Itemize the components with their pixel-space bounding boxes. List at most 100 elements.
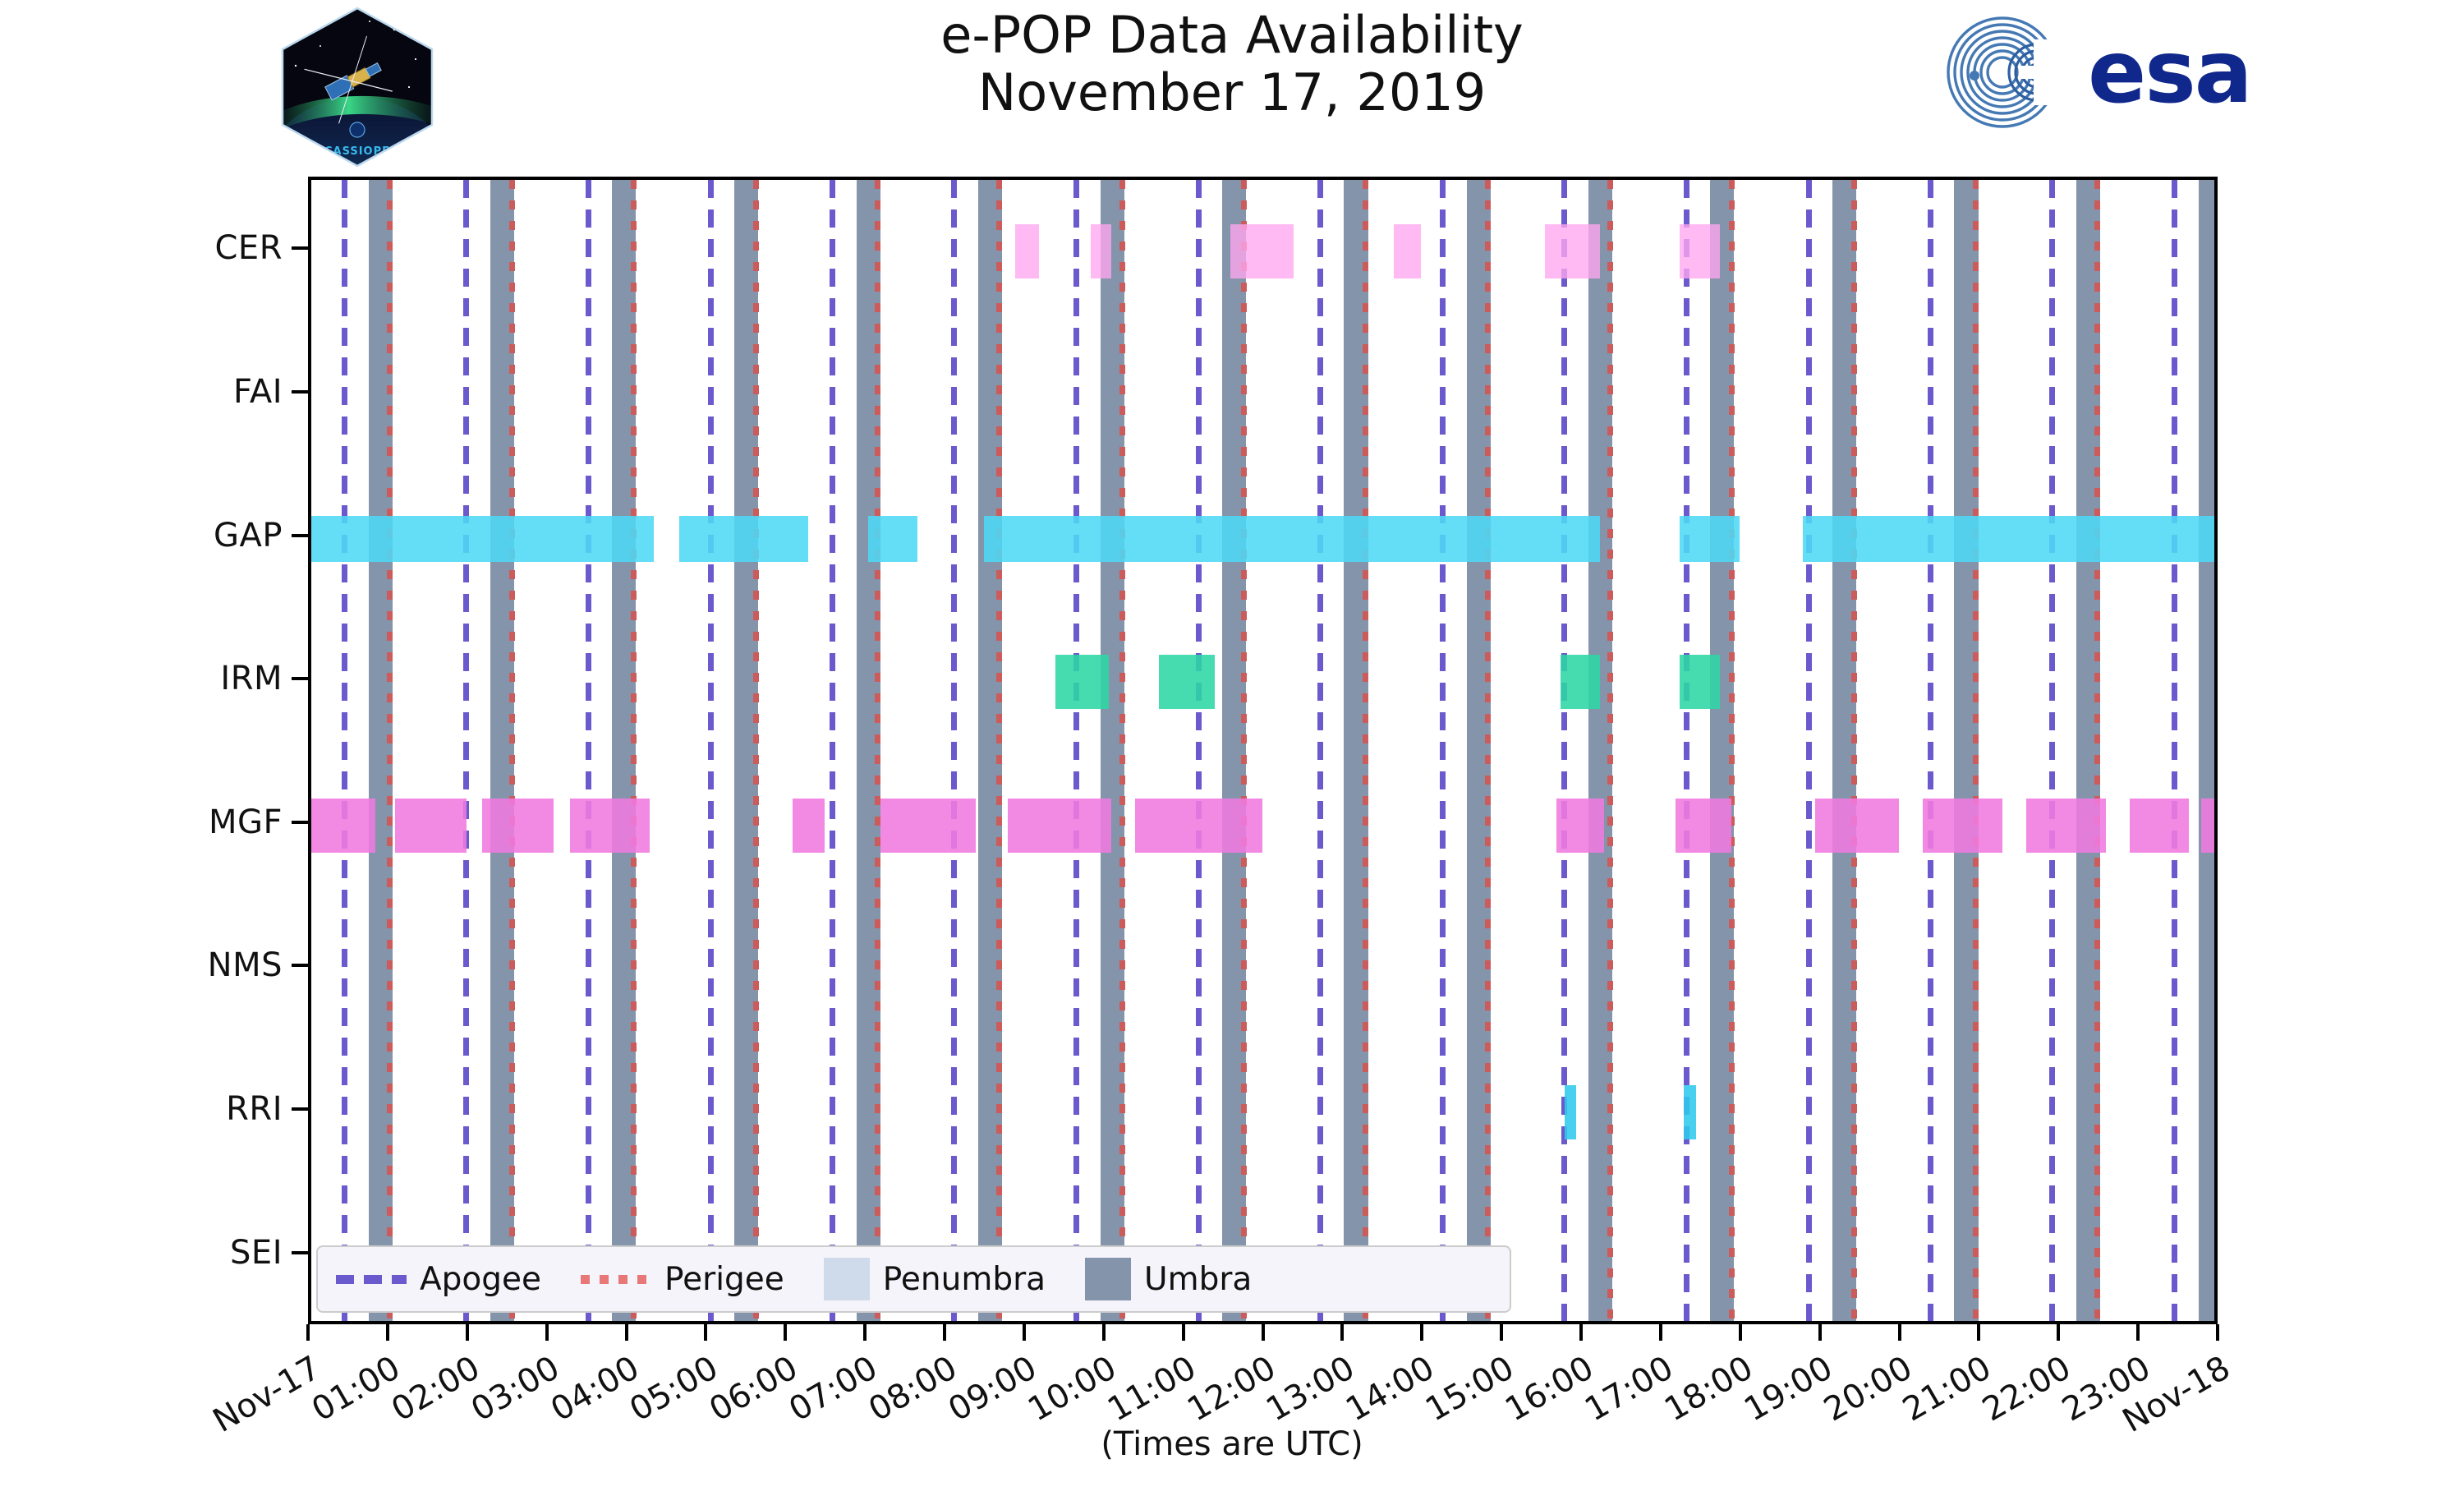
x-tick-mark xyxy=(1738,1324,1742,1341)
y-tick-label-irm: IRM xyxy=(220,660,283,698)
x-tick-mark xyxy=(2136,1324,2140,1341)
x-tick-mark xyxy=(1897,1324,1901,1341)
x-axis-caption: (Times are UTC) xyxy=(1101,1425,1363,1463)
title-line-1: e-POP Data Availability xyxy=(940,5,1524,65)
data-bar-cer xyxy=(1544,224,1601,279)
x-tick-mark xyxy=(2216,1324,2219,1341)
data-bar-gap xyxy=(1680,515,1740,562)
perigee-line xyxy=(1485,180,1492,1321)
data-bar-mgf xyxy=(311,798,375,853)
chart-plot-area xyxy=(308,177,2218,1324)
legend-swatch-umbra xyxy=(1085,1258,1132,1300)
apogee-line xyxy=(2049,180,2056,1321)
y-tick-label-rri: RRI xyxy=(226,1090,283,1129)
apogee-line xyxy=(1805,180,1812,1321)
data-bar-mgf xyxy=(2200,798,2214,853)
svg-text:CASSIOPE: CASSIOPE xyxy=(324,145,390,158)
svg-text:esa: esa xyxy=(2088,22,2251,122)
chart-legend: Apogee Perigee Penumbra Umbra xyxy=(316,1245,1511,1313)
perigee-line xyxy=(387,180,393,1321)
data-bar-mgf xyxy=(1134,798,1262,853)
x-tick-mark xyxy=(1022,1324,1026,1341)
y-tick-mark xyxy=(292,1107,308,1111)
apogee-line xyxy=(1317,180,1323,1321)
apogee-line xyxy=(585,180,591,1321)
esa-logo-icon: esa xyxy=(1938,15,2324,130)
apogee-line xyxy=(951,180,958,1321)
y-tick-mark xyxy=(292,389,308,394)
legend-label-penumbra: Penumbra xyxy=(882,1260,1046,1298)
x-tick-mark xyxy=(545,1324,549,1341)
x-tick-mark xyxy=(465,1324,469,1341)
perigee-line xyxy=(630,180,637,1321)
legend-item-umbra: Umbra xyxy=(1085,1258,1291,1300)
apogee-line xyxy=(1683,180,1689,1321)
legend-item-apogee: Apogee xyxy=(336,1261,581,1298)
apogee-line xyxy=(2172,180,2178,1321)
y-tick-mark xyxy=(292,677,308,681)
x-tick-mark xyxy=(1818,1324,1822,1341)
data-bar-mgf xyxy=(394,798,467,853)
perigee-line xyxy=(753,180,760,1321)
legend-item-perigee: Perigee xyxy=(581,1261,824,1298)
apogee-line xyxy=(463,180,470,1321)
x-tick-mark xyxy=(1101,1324,1106,1341)
perigee-line xyxy=(996,180,1003,1321)
perigee-line xyxy=(1119,180,1125,1321)
data-bar-mgf xyxy=(1007,798,1111,853)
legend-swatch-apogee xyxy=(336,1274,407,1284)
y-tick-mark xyxy=(292,533,308,537)
data-bar-cer xyxy=(1230,224,1294,279)
data-bar-gap xyxy=(1803,515,2214,562)
data-bar-mgf xyxy=(569,798,650,853)
perigee-line xyxy=(1240,180,1247,1321)
apogee-line xyxy=(707,180,714,1321)
data-bar-rri xyxy=(1564,1085,1577,1140)
x-tick-mark xyxy=(385,1324,389,1341)
data-bar-irm xyxy=(1560,655,1601,710)
y-tick-label-nms: NMS xyxy=(207,946,283,985)
x-tick-mark xyxy=(624,1324,628,1341)
data-bar-gap xyxy=(983,515,1601,562)
y-tick-label-gap: GAP xyxy=(214,516,283,555)
x-tick-mark xyxy=(1658,1324,1662,1341)
y-tick-mark xyxy=(292,1250,308,1254)
y-tick-label-fai: FAI xyxy=(233,372,283,411)
perigee-line xyxy=(1363,180,1369,1321)
x-tick-mark xyxy=(1977,1324,1981,1341)
data-bar-mgf xyxy=(1922,798,2002,853)
title-line-2: November 17, 2019 xyxy=(977,62,1487,123)
data-bar-gap xyxy=(868,515,918,562)
x-tick-mark xyxy=(1261,1324,1265,1341)
y-tick-label-mgf: MGF xyxy=(208,803,283,841)
x-tick-mark xyxy=(784,1324,788,1341)
data-bar-mgf xyxy=(1814,798,1899,853)
data-bar-mgf xyxy=(482,798,554,853)
x-tick-mark xyxy=(1500,1324,1504,1341)
x-tick-mark xyxy=(943,1324,946,1341)
data-bar-mgf xyxy=(880,798,976,853)
cassiope-logo-icon: CASSIOPE xyxy=(271,5,444,169)
data-bar-cer xyxy=(1680,224,1720,279)
apogee-line xyxy=(1073,180,1080,1321)
data-bar-mgf xyxy=(1676,798,1732,853)
y-tick-mark xyxy=(292,820,308,824)
data-bar-rri xyxy=(1684,1085,1696,1140)
perigee-line xyxy=(1728,180,1735,1321)
apogee-line xyxy=(342,180,348,1321)
legend-label-umbra: Umbra xyxy=(1144,1260,1253,1298)
apogee-line xyxy=(1440,180,1446,1321)
legend-label-perigee: Perigee xyxy=(664,1260,784,1298)
umbra-band xyxy=(2198,180,2214,1321)
x-tick-mark xyxy=(1340,1324,1345,1341)
x-tick-mark xyxy=(306,1324,310,1341)
legend-label-apogee: Apogee xyxy=(420,1260,542,1298)
perigee-line xyxy=(2217,180,2218,1321)
data-bar-mgf xyxy=(1556,798,1605,853)
page-header: CASSIOPE e-POP Data Availability Novembe… xyxy=(0,0,2464,177)
data-bar-irm xyxy=(1055,655,1109,710)
data-bar-mgf xyxy=(2025,798,2106,853)
y-tick-label-cer: CER xyxy=(214,229,283,268)
x-tick-mark xyxy=(1420,1324,1424,1341)
y-tick-mark xyxy=(292,246,308,251)
